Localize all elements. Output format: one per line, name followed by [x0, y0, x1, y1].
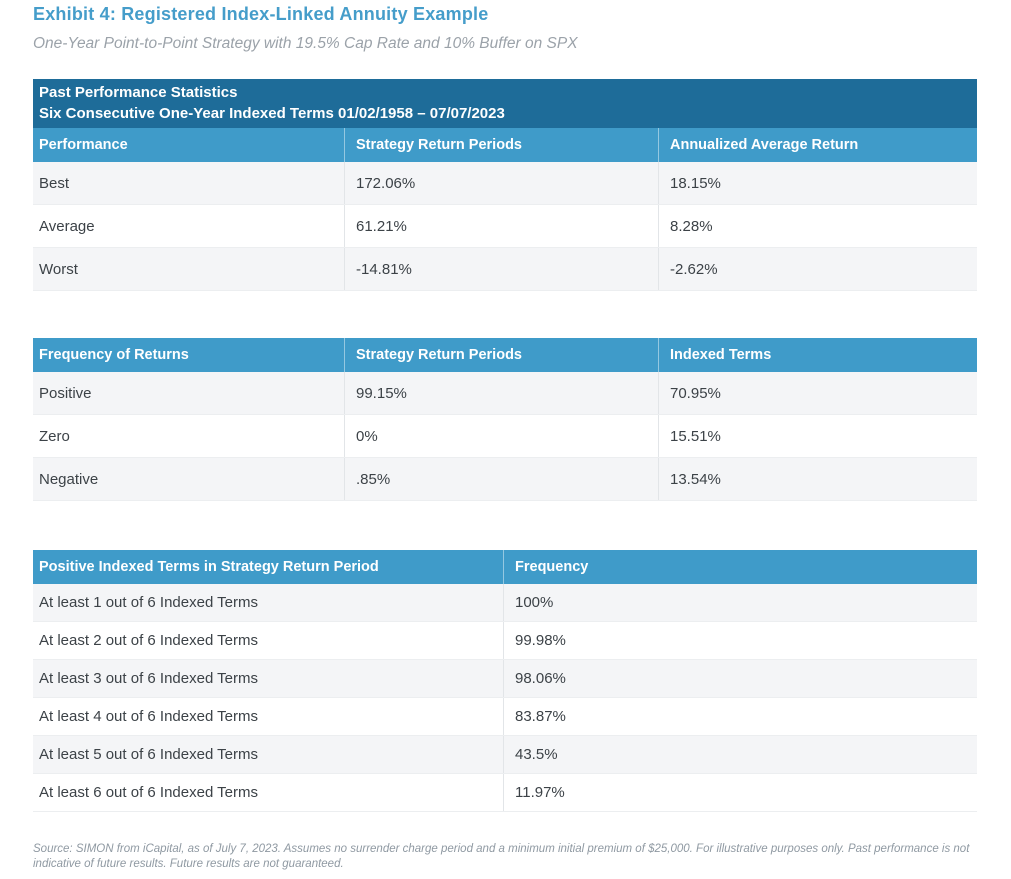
table-cell: -2.62%: [658, 248, 977, 290]
table-cell: 100%: [503, 584, 977, 621]
positive-indexed-terms-table: Positive Indexed Terms in Strategy Retur…: [33, 550, 977, 812]
column-header-row: Frequency of Returns Strategy Return Per…: [33, 338, 977, 372]
table-cell: 70.95%: [658, 372, 977, 414]
table-cell: 8.28%: [658, 205, 977, 247]
table-row: Average 61.21% 8.28%: [33, 205, 977, 248]
column-header-row: Performance Strategy Return Periods Annu…: [33, 128, 977, 162]
table-cell: 15.51%: [658, 415, 977, 457]
table-row: Zero 0% 15.51%: [33, 415, 977, 458]
table-row: Best 172.06% 18.15%: [33, 162, 977, 205]
table-cell: 11.97%: [503, 774, 977, 811]
page-subtitle: One-Year Point-to-Point Strategy with 19…: [33, 35, 578, 52]
table-cell: 0%: [344, 415, 658, 457]
table-cell: 83.87%: [503, 698, 977, 735]
table-cell: 61.21%: [344, 205, 658, 247]
table-cell: 99.15%: [344, 372, 658, 414]
table-cell: Positive: [39, 384, 92, 402]
column-header-strategy-return-periods: Strategy Return Periods: [344, 338, 658, 372]
exhibit-page: Exhibit 4: Registered Index-Linked Annui…: [33, 2, 980, 871]
table-row: At least 6 out of 6 Indexed Terms 11.97%: [33, 774, 977, 812]
band-title-line1: Past Performance Statistics: [39, 84, 238, 101]
table-cell: 43.5%: [503, 736, 977, 773]
page-title: Exhibit 4: Registered Index-Linked Annui…: [33, 4, 489, 24]
table-cell: 99.98%: [503, 622, 977, 659]
table-title-band: Past Performance Statistics Six Consecut…: [33, 79, 977, 128]
table-cell: At least 4 out of 6 Indexed Terms: [39, 708, 259, 725]
source-note: Source: SIMON from iCapital, as of July …: [33, 843, 970, 870]
table-row: Positive 99.15% 70.95%: [33, 372, 977, 415]
column-header-annualized-average-return: Annualized Average Return: [658, 128, 977, 162]
band-title-line2: Six Consecutive One-Year Indexed Terms 0…: [39, 105, 505, 122]
column-header-strategy-return-periods: Strategy Return Periods: [344, 128, 658, 162]
table-cell: Negative: [39, 470, 99, 488]
table-row: At least 4 out of 6 Indexed Terms 83.87%: [33, 698, 977, 736]
table-cell: Worst: [39, 260, 78, 278]
table-row: At least 2 out of 6 Indexed Terms 99.98%: [33, 622, 977, 660]
table-cell: .85%: [344, 458, 658, 500]
table-cell: Average: [39, 217, 95, 235]
table-cell: At least 5 out of 6 Indexed Terms: [39, 746, 259, 763]
table-row: Worst -14.81% -2.62%: [33, 248, 977, 291]
table-cell: 18.15%: [658, 162, 977, 204]
table-cell: -14.81%: [344, 248, 658, 290]
table-row: At least 1 out of 6 Indexed Terms 100%: [33, 584, 977, 622]
table-cell: Zero: [39, 427, 70, 445]
column-header-row: Positive Indexed Terms in Strategy Retur…: [33, 550, 977, 584]
table-cell: At least 2 out of 6 Indexed Terms: [39, 632, 259, 649]
table-cell: At least 6 out of 6 Indexed Terms: [39, 784, 259, 801]
table-cell: 172.06%: [344, 162, 658, 204]
past-performance-table: Past Performance Statistics Six Consecut…: [33, 79, 977, 291]
column-header-performance: Performance: [39, 137, 128, 153]
table-row: At least 5 out of 6 Indexed Terms 43.5%: [33, 736, 977, 774]
column-header-frequency: Frequency: [503, 550, 977, 584]
table-cell: At least 3 out of 6 Indexed Terms: [39, 670, 259, 687]
table-row: Negative .85% 13.54%: [33, 458, 977, 501]
frequency-of-returns-table: Frequency of Returns Strategy Return Per…: [33, 338, 977, 501]
table-cell: 13.54%: [658, 458, 977, 500]
column-header-positive-indexed-terms: Positive Indexed Terms in Strategy Retur…: [39, 559, 379, 575]
table-row: At least 3 out of 6 Indexed Terms 98.06%: [33, 660, 977, 698]
table-cell: 98.06%: [503, 660, 977, 697]
column-header-indexed-terms: Indexed Terms: [658, 338, 977, 372]
table-cell: At least 1 out of 6 Indexed Terms: [39, 594, 259, 611]
column-header-frequency-of-returns: Frequency of Returns: [39, 347, 189, 363]
table-cell: Best: [39, 174, 70, 192]
